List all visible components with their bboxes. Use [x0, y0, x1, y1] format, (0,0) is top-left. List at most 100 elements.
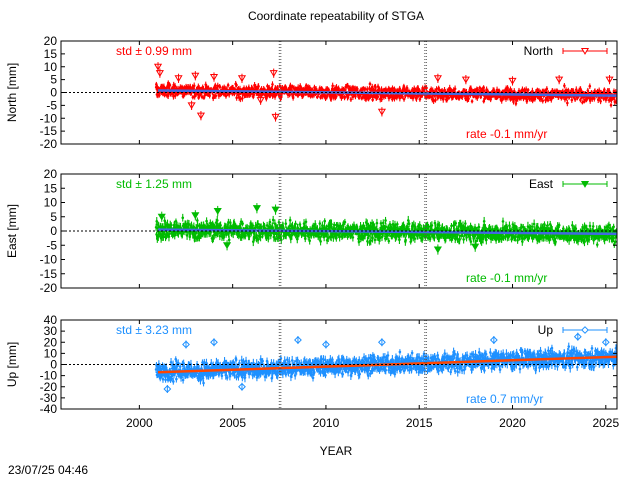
data-point	[531, 89, 534, 93]
data-point	[524, 88, 528, 91]
data-point	[570, 98, 574, 102]
data-point	[346, 84, 350, 88]
data-point	[170, 223, 173, 227]
std-annotation: std ± 0.99 mm	[116, 44, 192, 58]
data-point	[396, 222, 399, 226]
data-point	[474, 239, 478, 243]
data-point	[308, 239, 311, 243]
data-point	[254, 226, 258, 229]
data-point	[506, 86, 509, 89]
data-point	[575, 89, 579, 93]
data-point	[462, 238, 465, 241]
data-point	[478, 86, 482, 90]
outlier-marker	[508, 77, 517, 85]
data-point	[310, 87, 314, 91]
data-point	[317, 235, 321, 239]
data-point	[167, 232, 171, 236]
data-point	[218, 85, 222, 89]
data-point	[218, 234, 222, 238]
data-point	[375, 221, 379, 225]
data-point	[304, 234, 307, 238]
data-point	[447, 96, 451, 100]
data-point	[311, 224, 315, 228]
data-point	[227, 238, 231, 242]
data-point	[291, 224, 294, 228]
data-point	[450, 224, 453, 228]
data-point	[227, 92, 231, 96]
data-point	[525, 98, 529, 102]
data-point	[304, 220, 308, 224]
data-point	[255, 87, 259, 91]
data-point	[512, 100, 515, 104]
data-point	[380, 98, 383, 101]
data-point	[280, 95, 283, 99]
data-point	[368, 87, 371, 90]
data-point	[484, 226, 487, 230]
outlier-marker	[377, 108, 386, 116]
data-point	[288, 218, 292, 222]
legend-label: North	[524, 44, 553, 58]
data-point	[334, 95, 338, 98]
data-point	[610, 98, 613, 102]
outlier-marker	[187, 102, 196, 110]
data-point	[378, 236, 382, 240]
data-point	[387, 239, 391, 243]
data-point	[386, 234, 390, 237]
y-tick-label: -20	[40, 137, 58, 151]
data-point	[319, 240, 322, 243]
data-point	[480, 240, 483, 244]
data-point	[278, 231, 281, 235]
data-point	[235, 96, 238, 100]
outlier-marker	[196, 112, 206, 120]
data-point	[456, 237, 459, 241]
data-point	[433, 236, 436, 239]
data-point	[365, 88, 369, 91]
data-point	[551, 89, 554, 93]
data-point	[458, 238, 461, 241]
data-point	[323, 225, 326, 228]
data-point	[365, 222, 369, 226]
outlier-marker	[433, 75, 442, 83]
data-point	[467, 97, 470, 100]
data-point	[156, 235, 160, 238]
data-point	[573, 98, 577, 101]
data-point	[173, 84, 177, 88]
data-point	[166, 94, 170, 98]
data-point	[482, 219, 486, 223]
data-point	[235, 83, 238, 87]
data-point	[192, 84, 196, 88]
figure-title: Coordinate repeatability of STGA	[248, 9, 424, 23]
data-point	[433, 221, 437, 225]
data-point	[418, 89, 421, 92]
data-point	[491, 227, 494, 231]
data-point	[430, 224, 434, 227]
data-point	[372, 223, 375, 226]
data-point	[476, 88, 479, 91]
data-point	[428, 237, 432, 241]
y-tick-label: -15	[40, 124, 58, 138]
data-point	[182, 94, 185, 98]
y-tick-label: 10	[44, 60, 58, 74]
data-point	[482, 89, 486, 93]
data-point	[298, 84, 302, 88]
data-point	[205, 231, 209, 235]
data-point	[383, 237, 387, 240]
data-point	[226, 83, 230, 87]
data-point	[425, 86, 428, 90]
data-point	[294, 222, 297, 226]
data-point	[162, 233, 166, 236]
data-point	[437, 237, 441, 240]
data-point	[346, 235, 349, 239]
y-tick-label: -5	[46, 98, 57, 112]
data-point	[391, 97, 394, 101]
data-point	[288, 233, 291, 237]
outlier-marker	[237, 75, 247, 83]
data-point	[438, 224, 441, 227]
data-point	[251, 87, 255, 90]
data-point	[384, 219, 387, 222]
data-point	[239, 97, 242, 101]
data-point	[526, 88, 530, 92]
